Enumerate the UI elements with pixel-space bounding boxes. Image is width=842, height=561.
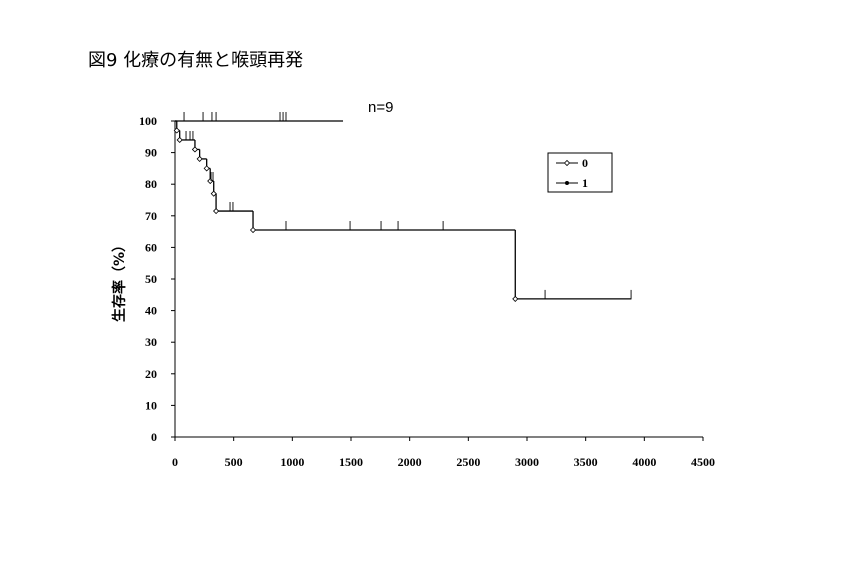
point-marker xyxy=(213,207,220,215)
annotation: n=9 xyxy=(368,99,393,116)
y-tick-label: 70 xyxy=(145,209,157,223)
x-tick-label: 3000 xyxy=(515,455,539,469)
point-marker xyxy=(176,136,183,144)
x-tick-label: 4500 xyxy=(691,455,715,469)
chart-title: 図9 化療の有無と喉頭再発 xyxy=(88,50,303,71)
point-marker xyxy=(173,127,180,134)
y-tick-label: 30 xyxy=(145,335,157,349)
point-marker xyxy=(203,165,210,172)
y-tick-label: 100 xyxy=(139,114,157,128)
point-marker xyxy=(210,190,217,197)
legend-label: 0 xyxy=(582,156,588,170)
legend-label: 1 xyxy=(582,176,588,190)
x-tick-label: 2000 xyxy=(398,455,422,469)
x-tick-label: 1500 xyxy=(339,455,363,469)
y-tick-label: 80 xyxy=(145,177,157,191)
x-tick-label: 0 xyxy=(172,455,178,469)
point-marker xyxy=(565,181,569,185)
point-marker xyxy=(512,295,519,302)
y-tick-label: 60 xyxy=(145,240,157,254)
y-tick-label: 10 xyxy=(145,398,157,412)
y-tick-label: 40 xyxy=(145,304,157,318)
point-marker xyxy=(249,226,257,234)
y-tick-label: 20 xyxy=(145,367,157,381)
x-tick-label: 500 xyxy=(225,455,243,469)
x-tick-label: 1000 xyxy=(280,455,304,469)
y-tick-label: 0 xyxy=(151,430,157,444)
point-marker xyxy=(196,155,203,162)
y-tick-label: 90 xyxy=(145,146,157,160)
x-tick-label: 3500 xyxy=(574,455,598,469)
x-tick-label: 4000 xyxy=(632,455,656,469)
y-axis-label: 生存率（%） xyxy=(111,238,128,322)
legend-box xyxy=(547,152,613,193)
point-marker xyxy=(563,159,571,167)
point-marker xyxy=(207,177,214,185)
x-tick-label: 2500 xyxy=(456,455,480,469)
y-tick-label: 50 xyxy=(145,272,157,286)
point-marker xyxy=(191,146,199,153)
